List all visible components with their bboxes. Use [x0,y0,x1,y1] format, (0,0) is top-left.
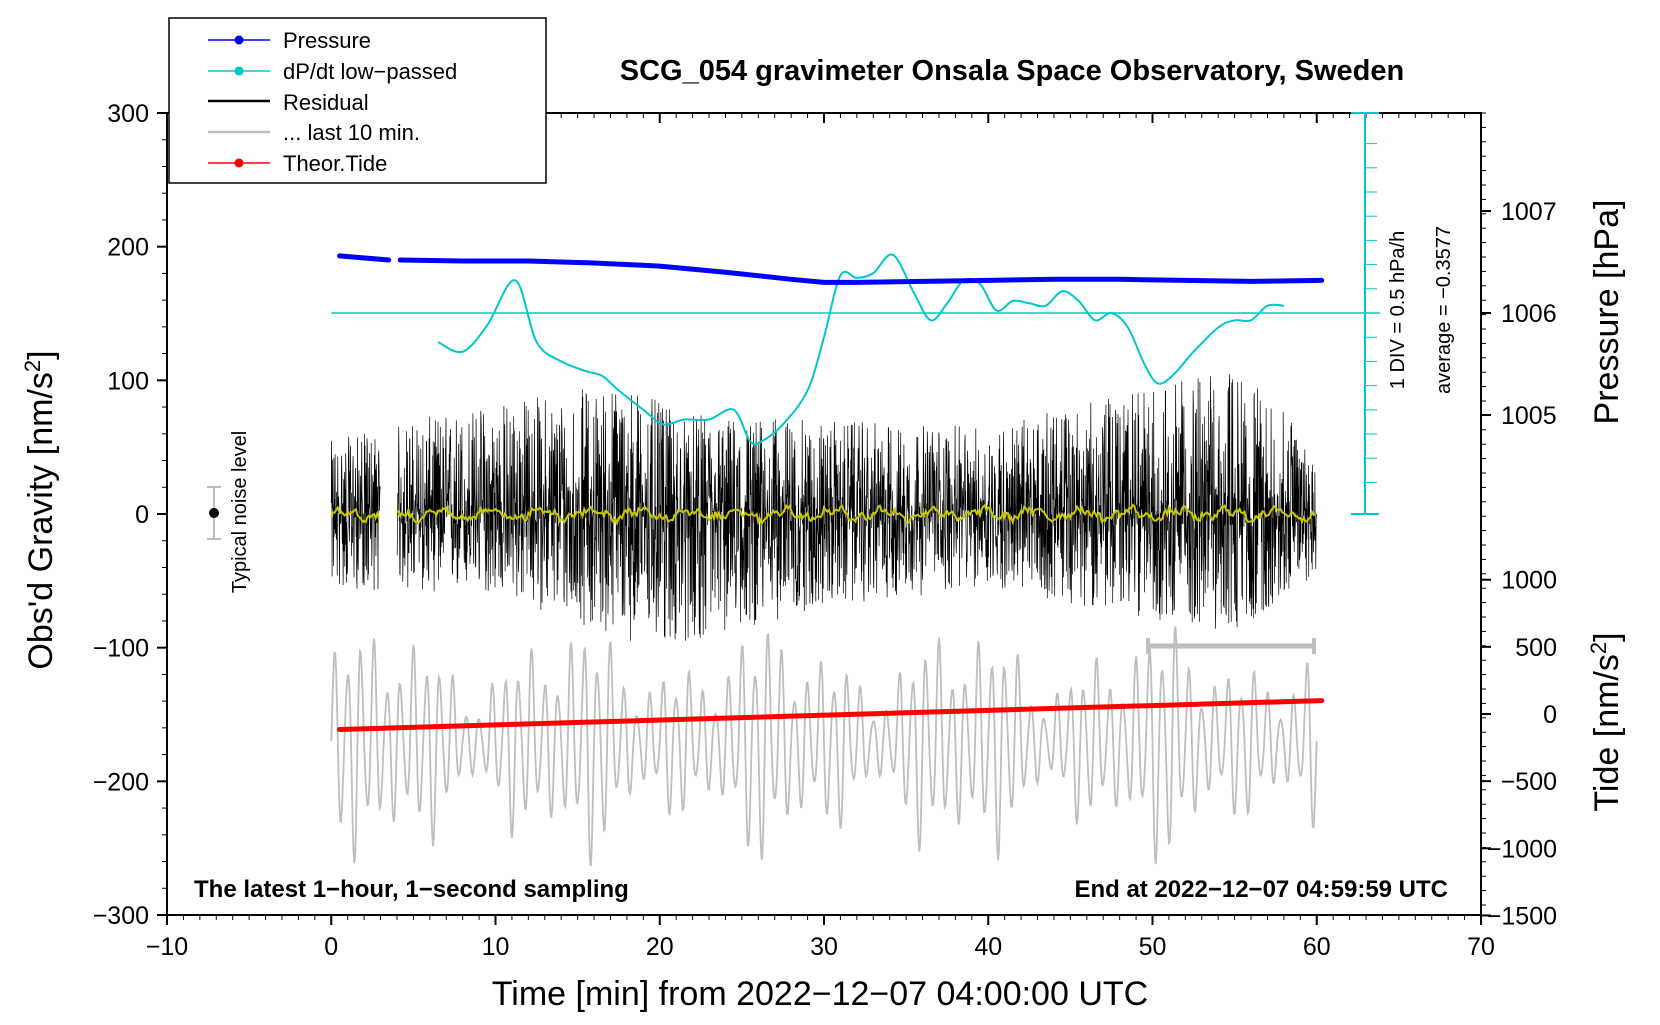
tide-tick-label: −1000 [1487,835,1557,863]
y-tick-label: 200 [107,234,149,262]
y-tick-label: −200 [93,768,149,796]
tide-tick-label: −1500 [1487,902,1557,930]
y-axis-ticks: 300 200 100 0 −100 −200 −300 [93,100,167,930]
x-tick-label: 10 [482,933,510,961]
y-axis-label-tide-sup: 2 [1586,642,1611,654]
legend-item-last10: ... last 10 min. [208,120,420,145]
x-tick-label: 30 [810,933,838,961]
x-axis-label: Time [min] from 2022−12−07 04:00:00 UTC [492,975,1148,1013]
tide-tick-label: 0 [1543,701,1557,729]
series-layer [330,253,1380,867]
bottom-left-note: The latest 1−hour, 1−second sampling [194,876,629,903]
x-tick-label: 50 [1139,933,1167,961]
x-tick-label: −10 [146,933,188,961]
series-pressure-segment-2 [397,257,1325,285]
legend-marker-tide [234,158,244,168]
legend-label-dpdt: dP/dt low−passed [283,59,457,84]
legend-marker-dpdt [234,66,244,76]
y-axis-label-tide-main: Tide [nm/s [1588,654,1626,811]
tide-tick-label: −500 [1501,768,1557,796]
x-tick-label: 0 [324,933,338,961]
legend-label-residual: Residual [283,90,369,115]
y-tick-label: −100 [93,635,149,663]
y-tick-label: −300 [93,902,149,930]
legend-item-pressure: Pressure [208,28,371,53]
x-tick-label: 70 [1467,933,1495,961]
series-dpdt [437,253,1284,446]
chart-title: SCG_054 gravimeter Onsala Space Observat… [620,55,1404,87]
x-axis-ticks: −10 0 10 20 30 40 50 60 70 [146,113,1495,961]
legend-label-last10: ... last 10 min. [283,120,420,145]
tide-tick-label: 1000 [1501,567,1557,595]
y-axis-label-left: Obs'd Gravity [nm/s2] [20,350,61,669]
legend-label-pressure: Pressure [283,28,371,53]
tide-tick-label: 500 [1515,634,1557,662]
pressure-axis-ticks: 1007 1006 1005 [1481,112,1557,906]
x-tick-label: 20 [646,933,674,961]
noise-label: Typical noise level [229,431,251,593]
series-last10 [330,626,1318,867]
dpdt-average-label: average = −0.3577 [1433,226,1455,394]
y-axis-label-pressure: Pressure [hPa] [1588,200,1626,425]
pressure-tick-label: 1005 [1501,402,1557,430]
legend-item-tide: Theor.Tide [208,151,387,176]
legend-item-dpdt: dP/dt low−passed [208,59,457,84]
y-tick-label: 0 [135,501,149,529]
bottom-right-note: End at 2022−12−07 04:59:59 UTC [1074,876,1448,903]
noise-indicator: Typical noise level [207,431,251,593]
y-tick-label: 300 [107,100,149,128]
series-pressure-segment-1 [337,253,392,263]
y-axis-label-left-close: ] [22,350,60,359]
last10-range-bar [1146,638,1316,654]
y-axis-label-left-sup: 2 [20,360,45,372]
pressure-tick-label: 1006 [1501,300,1557,328]
legend-label-tide: Theor.Tide [283,151,387,176]
x-tick-label: 60 [1303,933,1331,961]
pressure-tick-label: 1007 [1501,198,1557,226]
y-axis-label-tide: Tide [nm/s2] [1586,632,1627,811]
series-residual [330,374,1318,641]
y-axis-label-tide-close: ] [1588,632,1626,641]
noise-dot [209,508,219,518]
legend-marker-pressure [234,35,244,45]
dpdt-scale-label: 1 DIV = 0.5 hPa/h [1387,231,1409,389]
series-tide [336,698,1325,732]
y-tick-label: 100 [107,367,149,395]
legend-item-residual: Residual [208,90,369,115]
y-axis-label-left-main: Obs'd Gravity [nm/s [22,372,60,669]
series-residual-smoothed [330,503,1316,527]
legend: Pressure dP/dt low−passed Residual ... l… [168,17,547,184]
dpdt-scale-bar [1351,112,1379,515]
tide-axis-ticks: 1000 500 0 −500 −1000 −1500 [1481,567,1557,930]
x-tick-label: 40 [974,933,1002,961]
